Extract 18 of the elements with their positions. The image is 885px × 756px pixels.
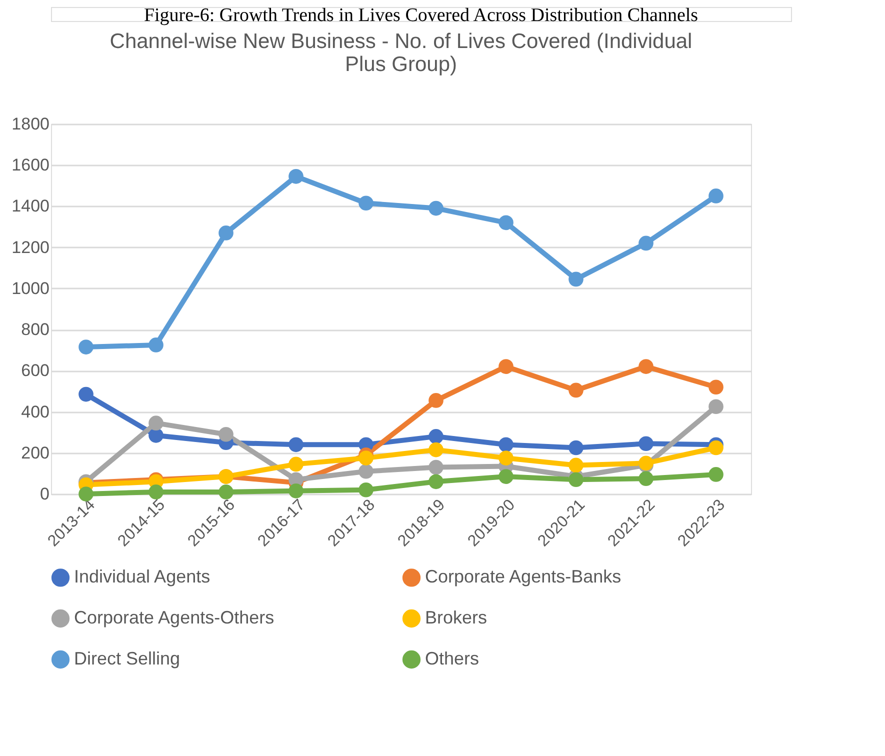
y-tick-label: 1800 [12, 114, 50, 134]
y-tick-label: 1400 [12, 196, 50, 216]
legend-label: Brokers [425, 608, 488, 628]
legend-label: Corporate Agents-Others [74, 608, 274, 628]
y-tick-label: 600 [21, 361, 50, 380]
legend-label: Corporate Agents-Banks [425, 566, 622, 587]
legend-label: Others [425, 648, 480, 668]
y-tick-label: 1000 [12, 278, 50, 298]
y-tick-label: 0 [40, 484, 50, 504]
legend-label: Individual Agents [74, 566, 210, 587]
legend-label: Direct Selling [74, 648, 180, 668]
y-tick-label: 800 [21, 320, 50, 340]
y-tick-label: 1200 [12, 238, 50, 257]
chart-title: Channel-wise New Business - No. of Lives Covered (Individual Plus Group) [110, 30, 692, 76]
y-tick-label: 1600 [12, 156, 50, 175]
y-tick-label: 200 [21, 443, 50, 462]
y-tick-label: 400 [21, 402, 50, 422]
text: Figure-6: Growth Trends in Lives Covered Across Distribution Channels [144, 5, 698, 26]
